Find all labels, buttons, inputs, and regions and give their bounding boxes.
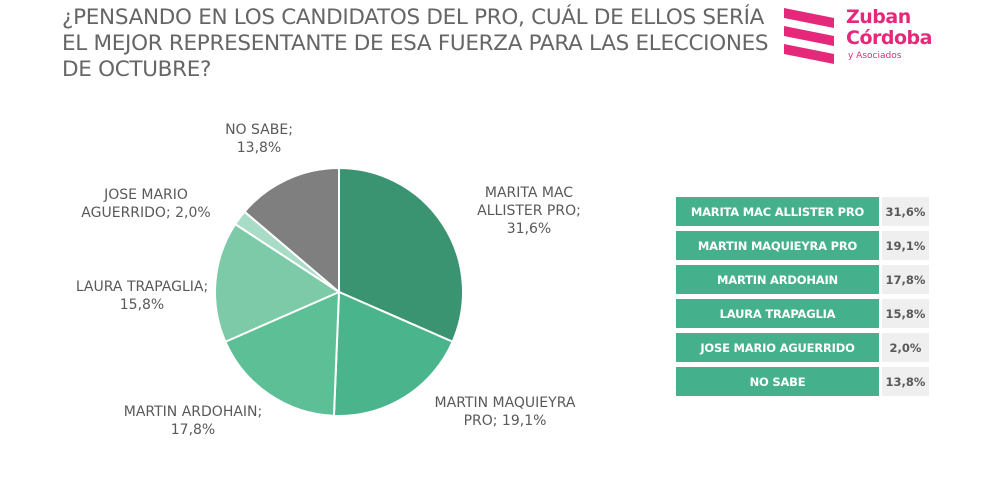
table-row-pct: 2,0% — [882, 333, 929, 362]
slice-label-trapaglia: LAURA TRAPAGLIA; 15,8% — [75, 279, 209, 313]
table-row: NO SABE 13,8% — [676, 367, 929, 396]
logo-stripes-icon — [784, 8, 834, 64]
table-row-name: LAURA TRAPAGLIA — [676, 299, 879, 328]
slice-label-marita: MARITA MAC ALLISTER PRO; 31,6% — [477, 185, 581, 237]
table-row-name: MARITA MAC ALLISTER PRO — [676, 197, 879, 226]
table-row: MARTIN ARDOHAIN 17,8% — [676, 265, 929, 294]
chart-title: ¿PENSANDO EN LOS CANDIDATOS DEL PRO, CUÁ… — [62, 5, 769, 82]
slice-label-no-sabe: NO SABE; 13,8% — [225, 122, 293, 156]
table-row-name: NO SABE — [676, 367, 879, 396]
table-row: MARITA MAC ALLISTER PRO 31,6% — [676, 197, 929, 226]
table-row: LAURA TRAPAGLIA 15,8% — [676, 299, 929, 328]
table-row: MARTIN MAQUIEYRA PRO 19,1% — [676, 231, 929, 260]
table-row-pct: 17,8% — [882, 265, 929, 294]
table-row-pct: 31,6% — [882, 197, 929, 226]
pie-slice-trapaglia — [214, 222, 342, 344]
table-row-name: MARTIN ARDOHAIN — [676, 265, 879, 294]
pie-slice-ardohain — [224, 290, 341, 417]
logo-line-1: Zuban — [846, 6, 911, 28]
logo-line-2: Córdoba — [846, 27, 932, 49]
pie-slice-maquieyra — [332, 290, 454, 417]
slice-label-maquieyra: MARTIN MAQUIEYRA PRO; 19,1% — [434, 395, 576, 429]
table-row-pct: 13,8% — [882, 367, 929, 396]
table-row-pct: 19,1% — [882, 231, 929, 260]
table-row-name: MARTIN MAQUIEYRA PRO — [676, 231, 879, 260]
table-row-pct: 15,8% — [882, 299, 929, 328]
pie-slice-no-sabe — [243, 166, 340, 295]
table-row: JOSE MARIO AGUERRIDO 2,0% — [676, 333, 929, 362]
table-row-name: JOSE MARIO AGUERRIDO — [676, 333, 879, 362]
pie-slice-marita — [338, 166, 464, 344]
logo-line-3: y Asociados — [848, 51, 902, 61]
slice-label-ardohain: MARTIN ARDOHAIN; 17,8% — [123, 404, 263, 438]
brand-logo: Zuban Córdoba y Asociados — [782, 4, 932, 66]
slice-label-aguerrido: JOSE MARIO AGUERRIDO; 2,0% — [81, 187, 211, 221]
